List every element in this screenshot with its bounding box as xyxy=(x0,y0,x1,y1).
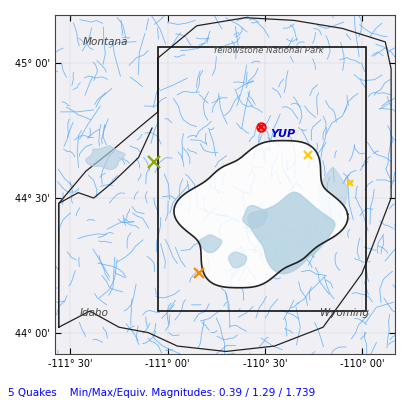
Polygon shape xyxy=(242,206,267,228)
Polygon shape xyxy=(317,168,346,228)
Polygon shape xyxy=(199,235,221,253)
Polygon shape xyxy=(247,192,334,274)
Text: Wyoming: Wyoming xyxy=(319,308,368,318)
Text: 5 Quakes    Min/Max/Equiv. Magnitudes: 0.39 / 1.29 / 1.739: 5 Quakes Min/Max/Equiv. Magnitudes: 0.39… xyxy=(8,388,315,398)
Text: YUP: YUP xyxy=(270,130,295,140)
Text: Montana: Montana xyxy=(83,37,128,47)
Polygon shape xyxy=(173,140,347,288)
Text: Idaho: Idaho xyxy=(79,308,108,318)
Polygon shape xyxy=(228,252,246,268)
Text: Yellowstone National Park: Yellowstone National Park xyxy=(213,46,323,55)
Bar xyxy=(157,47,365,311)
Polygon shape xyxy=(85,146,125,170)
